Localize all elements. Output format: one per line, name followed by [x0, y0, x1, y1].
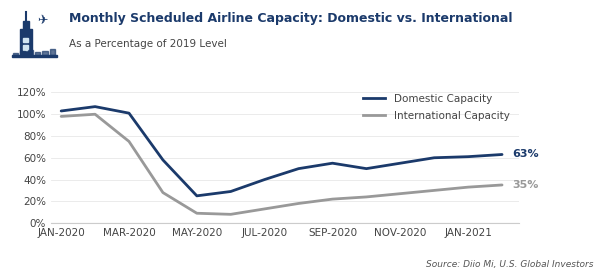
Bar — [20, 29, 32, 55]
Bar — [13, 53, 18, 55]
Bar — [35, 52, 40, 55]
Bar — [23, 45, 28, 50]
Text: Source: Diio Mi, U.S. Global Investors: Source: Diio Mi, U.S. Global Investors — [427, 260, 594, 269]
Bar — [50, 49, 55, 55]
Text: 35%: 35% — [512, 180, 539, 190]
Bar — [12, 55, 58, 57]
Text: Monthly Scheduled Airline Capacity: Domestic vs. International: Monthly Scheduled Airline Capacity: Dome… — [69, 12, 512, 25]
Bar — [23, 21, 29, 29]
Bar — [28, 50, 33, 55]
Text: 63%: 63% — [512, 150, 539, 159]
Bar — [20, 51, 25, 55]
Text: As a Percentage of 2019 Level: As a Percentage of 2019 Level — [69, 39, 227, 50]
Legend: Domestic Capacity, International Capacity: Domestic Capacity, International Capacit… — [358, 89, 514, 125]
Bar — [43, 51, 47, 55]
Text: ✈: ✈ — [37, 15, 48, 27]
Bar — [23, 38, 28, 42]
